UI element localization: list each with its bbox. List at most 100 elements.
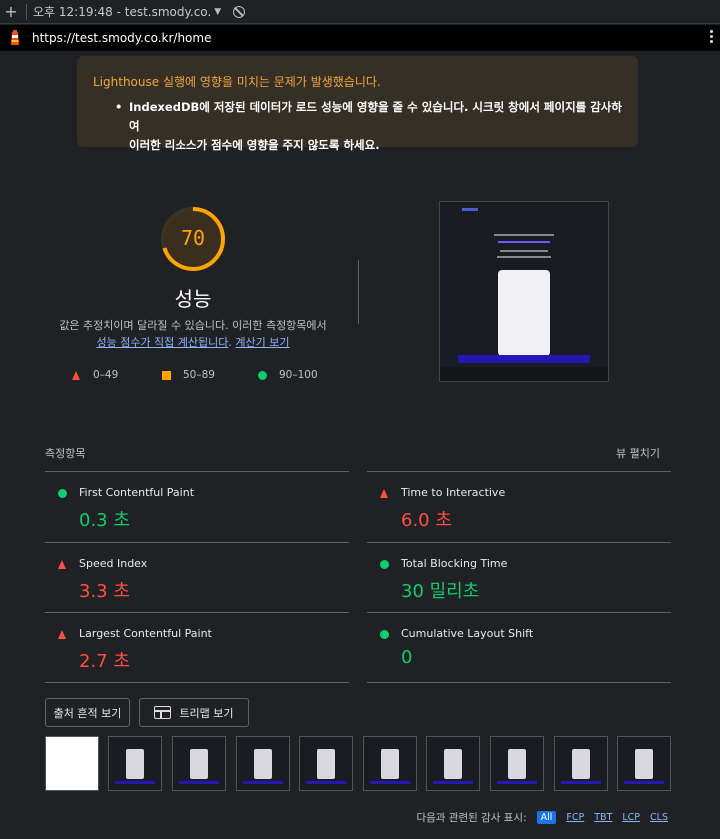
frame-bar <box>306 781 346 784</box>
warning-item: IndexedDB에 저장된 데이터가 로드 성능에 영향을 줄 수 있습니다.… <box>115 98 622 155</box>
fail-triangle-icon <box>58 630 66 639</box>
filmstrip-frame <box>363 736 417 791</box>
calculator-link[interactable]: 계산기 보기 <box>235 336 290 349</box>
filmstrip-frame <box>299 736 353 791</box>
frame-bar <box>179 781 219 784</box>
screenshot-nav <box>440 367 608 381</box>
filmstrip-frame <box>45 736 99 791</box>
frame-bar <box>433 781 473 784</box>
frame-bar <box>624 781 664 784</box>
filmstrip-frame <box>490 736 544 791</box>
divider <box>45 612 349 613</box>
metric-lcp: Largest Contentful Paint 2.7 초 <box>45 613 349 683</box>
metric-value: 2.7 초 <box>79 651 130 672</box>
browser-tab-bar: + 오후 12:19:48 - test.smody.co. ▼ <box>0 0 720 24</box>
expand-view-toggle[interactable]: 뷰 펼치기 <box>616 447 660 460</box>
fail-triangle-icon <box>72 370 80 380</box>
score-description: 값은 추정치이며 달라질 수 있습니다. 이러한 측정항목에서 성능 점수가 직… <box>40 317 346 351</box>
legend-pass: 90–100 <box>258 369 318 381</box>
divider <box>45 471 349 472</box>
frame-phone <box>254 749 272 779</box>
metric-cls: Cumulative Layout Shift 0 <box>367 613 671 683</box>
metric-speed-index: Speed Index 3.3 초 <box>45 543 349 613</box>
view-trace-label: 출처 흔적 보기 <box>53 706 122 720</box>
legend-fail: 0–49 <box>72 369 118 381</box>
screenshot-text-line <box>494 234 554 236</box>
metric-value: 30 밀리초 <box>401 581 480 602</box>
audit-filter-bar: 다음과 관련된 감사 표시: All FCP TBT LCP CLS <box>416 810 668 825</box>
metric-name: Largest Contentful Paint <box>79 627 212 640</box>
divider <box>45 542 349 543</box>
metric-tbt: Total Blocking Time 30 밀리초 <box>367 543 671 613</box>
performance-gauge <box>161 207 225 271</box>
warning-title: Lighthouse 실행에 영향을 미치는 문제가 발생했습니다. <box>93 75 381 89</box>
filmstrip-frame <box>426 736 480 791</box>
url-text[interactable]: https://test.smody.co.kr/home <box>32 31 212 45</box>
frame-phone <box>444 749 462 779</box>
filter-chip-all[interactable]: All <box>536 811 557 824</box>
legend-pass-range: 90–100 <box>279 369 318 381</box>
warning-line-1: IndexedDB에 저장된 데이터가 로드 성능에 영향을 줄 수 있습니다.… <box>129 100 622 133</box>
screenshot-text-line <box>498 241 550 243</box>
frame-bar <box>370 781 410 784</box>
warning-line-2: 이러한 리소스가 점수에 영향을 주지 않도록 하세요. <box>129 138 380 152</box>
filter-chip-tbt[interactable]: TBT <box>594 812 613 823</box>
pass-circle-icon <box>380 630 389 639</box>
metric-value: 3.3 초 <box>79 581 130 602</box>
screenshot-bar <box>458 355 590 363</box>
frame-bar <box>561 781 601 784</box>
pass-circle-icon <box>380 560 389 569</box>
divider <box>367 682 671 683</box>
new-tab-icon[interactable]: + <box>4 2 18 21</box>
metric-value: 0 <box>401 647 413 668</box>
view-trace-button[interactable]: 출처 흔적 보기 <box>45 698 130 727</box>
metric-value: 0.3 초 <box>79 510 130 531</box>
description-separator: . <box>228 336 232 349</box>
filter-chip-cls[interactable]: CLS <box>650 812 668 823</box>
block-icon[interactable] <box>233 5 246 18</box>
pass-circle-icon <box>258 370 267 380</box>
metrics-title: 측정항목 <box>45 447 86 460</box>
performance-score: 70 <box>180 226 206 250</box>
vertical-divider <box>358 260 359 324</box>
screenshot-text-line <box>500 250 548 252</box>
more-menu-icon[interactable] <box>710 30 714 45</box>
divider <box>367 471 671 472</box>
frame-bar <box>115 781 155 784</box>
frame-phone <box>126 749 144 779</box>
filmstrip-frame <box>108 736 162 791</box>
frame-phone <box>381 749 399 779</box>
frame-phone <box>317 749 335 779</box>
divider <box>367 542 671 543</box>
view-treemap-label: 트리맵 보기 <box>179 706 234 720</box>
warning-list: IndexedDB에 저장된 데이터가 로드 성능에 영향을 줄 수 있습니다.… <box>115 98 622 155</box>
screenshot-text-line <box>497 256 551 258</box>
fail-triangle-icon <box>380 489 388 498</box>
metric-fcp: First Contentful Paint 0.3 초 <box>45 472 349 542</box>
filmstrip-frame <box>236 736 290 791</box>
performance-label: 성능 <box>174 287 212 311</box>
final-screenshot[interactable] <box>439 201 609 382</box>
legend-fail-range: 0–49 <box>93 369 119 381</box>
frame-phone <box>190 749 208 779</box>
metric-name: First Contentful Paint <box>79 486 195 499</box>
metric-tti: Time to Interactive 6.0 초 <box>367 472 671 542</box>
view-treemap-button[interactable]: 트리맵 보기 <box>139 698 249 727</box>
metric-value: 6.0 초 <box>401 510 452 531</box>
metric-name: Total Blocking Time <box>401 557 508 570</box>
divider <box>367 612 671 613</box>
frame-bar <box>243 781 283 784</box>
filmstrip-frame <box>554 736 608 791</box>
tab-dropdown-icon[interactable]: ▼ <box>214 6 222 17</box>
screenshot-phone <box>498 270 550 356</box>
metric-name: Speed Index <box>79 557 148 570</box>
filter-chip-lcp[interactable]: LCP <box>622 812 641 823</box>
frame-phone <box>508 749 526 779</box>
score-calculation-link[interactable]: 성능 점수가 직접 계산됩니다 <box>96 336 229 349</box>
tab-divider <box>26 3 27 20</box>
pass-circle-icon <box>58 489 67 498</box>
address-bar: https://test.smody.co.kr/home <box>0 25 720 51</box>
tab-title[interactable]: 오후 12:19:48 - test.smody.co. <box>33 5 212 19</box>
filter-chip-fcp[interactable]: FCP <box>566 812 585 823</box>
frame-phone <box>572 749 590 779</box>
